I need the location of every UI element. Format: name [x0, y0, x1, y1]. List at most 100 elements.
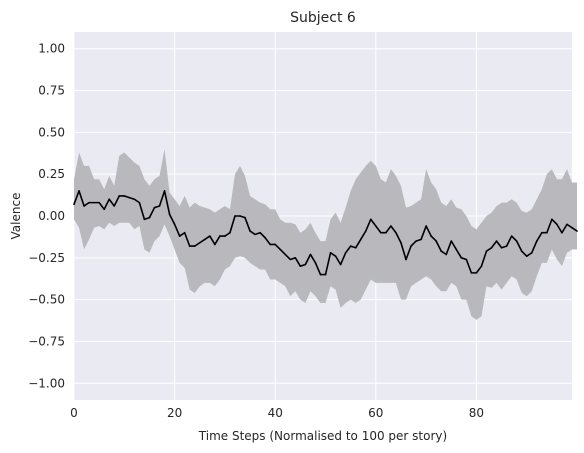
data-point	[279, 248, 282, 251]
data-point	[515, 240, 518, 242]
y-tick-label: −0.50	[28, 293, 65, 307]
y-tick-label: −0.75	[28, 334, 65, 348]
data-point	[576, 230, 578, 232]
data-point	[294, 257, 297, 259]
y-tick-label: 0.75	[38, 84, 65, 98]
data-point	[113, 205, 116, 207]
data-point	[118, 195, 121, 197]
data-point	[339, 263, 342, 266]
data-point	[334, 255, 337, 257]
data-point	[284, 253, 287, 256]
data-point	[244, 216, 246, 219]
data-point	[525, 255, 528, 257]
data-point	[269, 243, 271, 246]
data-point	[274, 243, 277, 246]
data-point	[440, 250, 443, 252]
data-point	[530, 252, 533, 254]
data-point	[153, 206, 156, 209]
data-point	[314, 262, 317, 264]
data-point	[198, 241, 201, 244]
y-axis-label: Valence	[9, 193, 23, 240]
data-point	[425, 225, 427, 227]
data-point	[289, 258, 292, 261]
data-point	[158, 205, 161, 207]
data-point	[375, 225, 377, 227]
data-point	[209, 235, 211, 237]
data-point	[344, 252, 347, 254]
data-point	[541, 231, 543, 234]
data-point	[168, 213, 171, 216]
data-point	[390, 225, 392, 227]
data-point	[510, 235, 513, 237]
data-point	[128, 196, 131, 199]
data-point	[299, 265, 302, 267]
data-point	[546, 231, 548, 234]
y-tick-label: 0.25	[38, 167, 65, 181]
x-tick-label: 60	[368, 406, 383, 420]
data-point	[430, 235, 432, 237]
data-point	[103, 208, 105, 211]
data-point	[475, 272, 478, 274]
confidence-band	[74, 149, 578, 320]
data-point	[450, 240, 453, 242]
data-point	[385, 231, 387, 234]
data-point	[349, 245, 352, 247]
data-point	[470, 272, 473, 274]
data-point	[259, 231, 261, 234]
data-point	[88, 201, 90, 204]
data-point	[400, 241, 402, 244]
data-point	[73, 203, 75, 206]
data-point	[93, 201, 95, 204]
y-tick-label: −1.00	[28, 376, 65, 390]
data-point	[571, 226, 573, 229]
data-point	[183, 231, 186, 234]
data-point	[364, 230, 367, 232]
data-point	[219, 235, 221, 237]
data-point	[485, 250, 488, 252]
data-point	[188, 245, 191, 247]
data-point	[455, 248, 458, 251]
data-point	[369, 218, 372, 221]
data-point	[445, 253, 448, 256]
data-point	[415, 240, 417, 242]
data-point	[148, 216, 151, 219]
data-point	[249, 230, 251, 232]
x-tick-label: 40	[268, 406, 283, 420]
data-point	[480, 265, 483, 267]
data-point	[420, 238, 422, 241]
data-point	[309, 253, 312, 256]
data-point	[108, 198, 111, 201]
data-point	[78, 190, 80, 192]
chart-title: Subject 6	[290, 10, 356, 26]
data-point	[505, 245, 508, 247]
y-tick-label: 0.50	[38, 125, 65, 139]
data-point	[354, 246, 357, 249]
data-point	[395, 231, 397, 234]
data-point	[264, 236, 266, 239]
data-point	[143, 218, 146, 221]
data-point	[178, 235, 181, 237]
data-point	[359, 238, 362, 241]
data-point	[460, 257, 463, 259]
data-point	[324, 273, 327, 276]
data-point	[254, 233, 256, 236]
x-tick-label: 0	[70, 406, 78, 420]
data-point	[234, 215, 236, 217]
data-point	[173, 223, 176, 226]
data-point	[465, 258, 468, 261]
data-point	[520, 250, 523, 252]
data-point	[239, 215, 241, 217]
y-tick-labels: 1.00 0.75 0.50 0.25 0.00 −0.25 −0.50 −0.75 −1.00	[28, 42, 65, 391]
data-point	[224, 235, 226, 237]
data-point	[193, 245, 196, 247]
data-point	[214, 243, 216, 246]
y-tick-label: −0.25	[28, 251, 65, 265]
x-tick-labels: 0 20 40 60 80	[70, 406, 484, 420]
data-point	[495, 240, 498, 242]
data-point	[551, 218, 553, 221]
data-point	[329, 252, 332, 254]
data-point	[410, 245, 412, 247]
data-point	[500, 246, 503, 249]
data-point	[380, 231, 382, 234]
